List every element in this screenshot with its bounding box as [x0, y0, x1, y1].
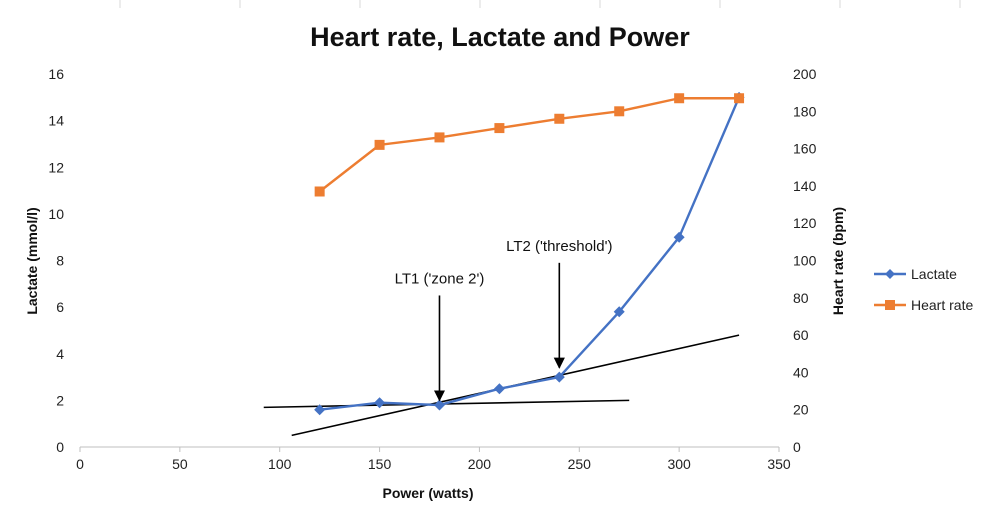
y2-tick-label: 140: [793, 178, 817, 194]
legend-marker: [885, 269, 895, 279]
y-tick-label: 16: [48, 66, 64, 82]
legend-marker: [885, 300, 895, 310]
lactate-series-line: [319, 96, 741, 411]
y2-tick-label: 0: [793, 439, 801, 455]
heart-rate-point: [674, 93, 685, 104]
y2-tick-label: 100: [793, 253, 817, 269]
legend[interactable]: Lactate Heart rate: [874, 266, 973, 313]
heart-rate-point: [434, 132, 445, 143]
legend-item-lactate[interactable]: Lactate: [874, 266, 957, 282]
heart-rate-series-line: [318, 97, 740, 193]
y2-tick-label: 20: [793, 402, 809, 418]
x-axis: 0 50 100 150 200 250 300 350: [76, 446, 791, 472]
heart-rate-point: [734, 93, 745, 104]
heart-rate-point: [554, 113, 565, 124]
series-layer: [314, 91, 745, 416]
chart-title: Heart rate, Lactate and Power: [310, 22, 690, 52]
lactate-point: [553, 371, 565, 383]
lactate-point: [374, 397, 386, 409]
x-tick-label: 100: [268, 456, 292, 472]
legend-label: Lactate: [911, 266, 957, 282]
heart-rate-point: [314, 186, 325, 197]
y-tick-label: 2: [56, 392, 64, 408]
lactate-point: [314, 404, 326, 416]
heart-rate-point: [614, 106, 625, 117]
y-tick-label: 14: [48, 113, 64, 129]
heart-rate-point: [374, 139, 385, 150]
lactate-point: [493, 383, 505, 395]
y-tick-label: 10: [48, 206, 64, 222]
annotation-label: LT2 ('threshold'): [506, 238, 612, 255]
x-tick-label: 50: [172, 456, 188, 472]
y-axis-title: Lactate (mmol/l): [24, 207, 40, 314]
y-tick-label: 8: [56, 253, 64, 269]
x-axis-title: Power (watts): [382, 485, 473, 501]
y-tick-label: 6: [56, 299, 64, 315]
lactate-point: [433, 399, 445, 411]
y2-tick-label: 180: [793, 103, 817, 119]
y-axis-right: 0 20 40 60 80 100 120 140 160 180 200: [793, 66, 817, 455]
lactate-point: [673, 231, 685, 243]
lactate-point: [613, 306, 625, 318]
x-tick-label: 300: [667, 456, 691, 472]
legend-item-heart-rate[interactable]: Heart rate: [874, 297, 973, 313]
x-tick-label: 150: [368, 456, 392, 472]
y2-tick-label: 120: [793, 215, 817, 231]
heart-rate-point: [494, 123, 505, 134]
y-tick-label: 12: [48, 159, 64, 175]
annotation-label: LT1 ('zone 2'): [395, 270, 485, 287]
y2-tick-label: 200: [793, 66, 817, 82]
y2-tick-label: 160: [793, 141, 817, 157]
y-tick-label: 4: [56, 346, 64, 362]
y-axis-left: 0 2 4 6 8 10 12 14 16: [48, 66, 64, 455]
y2-tick-label: 40: [793, 364, 809, 380]
spreadsheet-gridlines: [119, 0, 961, 8]
y-tick-label: 0: [56, 439, 64, 455]
legend-label: Heart rate: [911, 297, 973, 313]
x-tick-label: 250: [568, 456, 592, 472]
y2-tick-label: 80: [793, 290, 809, 306]
y2-tick-label: 60: [793, 327, 809, 343]
annotations: LT1 ('zone 2') LT2 ('threshold'): [395, 238, 612, 402]
x-tick-label: 0: [76, 456, 84, 472]
x-tick-label: 350: [767, 456, 791, 472]
x-tick-label: 200: [468, 456, 492, 472]
y2-axis-title: Heart rate (bpm): [830, 207, 846, 315]
